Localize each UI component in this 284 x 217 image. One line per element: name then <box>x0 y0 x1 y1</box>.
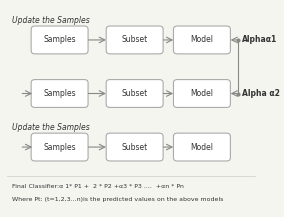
Text: Samples: Samples <box>43 35 76 44</box>
Text: Alphaα1: Alphaα1 <box>242 35 277 44</box>
Text: Model: Model <box>191 143 213 151</box>
Text: Subset: Subset <box>122 143 148 151</box>
Text: Model: Model <box>191 89 213 98</box>
Text: Samples: Samples <box>43 143 76 151</box>
FancyBboxPatch shape <box>106 80 163 107</box>
FancyBboxPatch shape <box>174 80 230 107</box>
FancyBboxPatch shape <box>31 133 88 161</box>
Text: Subset: Subset <box>122 89 148 98</box>
FancyBboxPatch shape <box>174 133 230 161</box>
Text: Model: Model <box>191 35 213 44</box>
FancyBboxPatch shape <box>106 26 163 54</box>
FancyBboxPatch shape <box>174 26 230 54</box>
Text: Update the Samples: Update the Samples <box>12 16 89 25</box>
Text: Where Pt: (t=1,2,3...n)is the predicted values on the above models: Where Pt: (t=1,2,3...n)is the predicted … <box>12 197 223 202</box>
Text: Update the Samples: Update the Samples <box>12 123 89 132</box>
Text: Samples: Samples <box>43 89 76 98</box>
Text: Alpha α2: Alpha α2 <box>242 89 280 98</box>
Text: Final Classifier:α 1* P1 +  2 * P2 +α3 * P3 ....  +αn * Pn: Final Classifier:α 1* P1 + 2 * P2 +α3 * … <box>12 184 184 189</box>
FancyBboxPatch shape <box>31 26 88 54</box>
Text: Subset: Subset <box>122 35 148 44</box>
FancyBboxPatch shape <box>31 80 88 107</box>
FancyBboxPatch shape <box>106 133 163 161</box>
